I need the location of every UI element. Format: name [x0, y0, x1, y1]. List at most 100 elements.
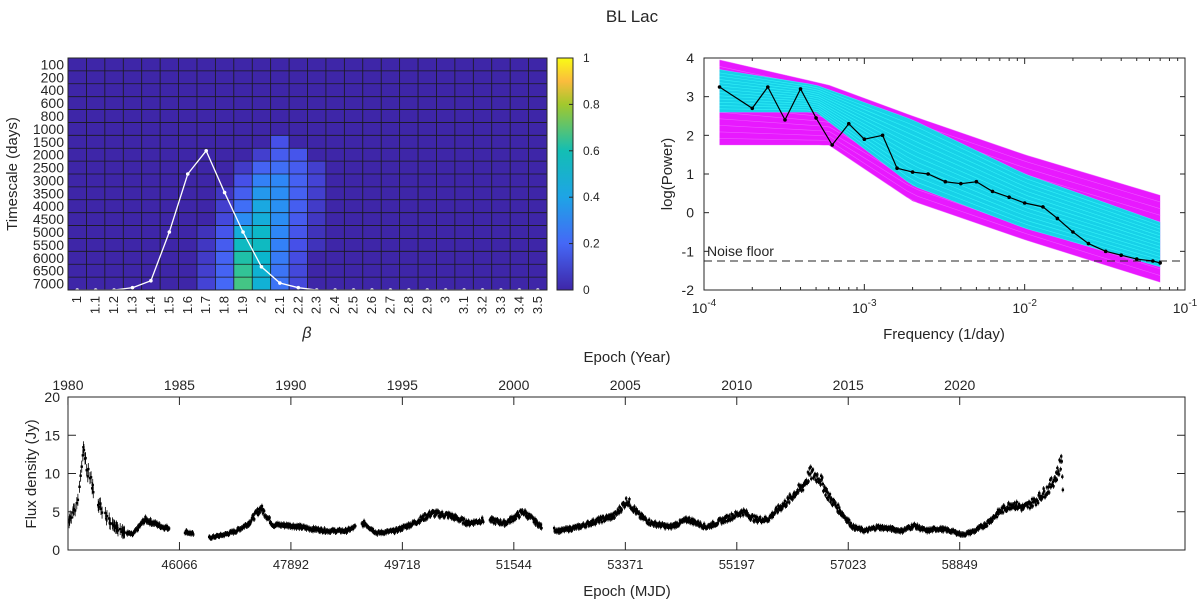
heatmap-cell — [418, 225, 437, 239]
psd-y-tick: 0 — [686, 205, 694, 221]
overlay-point — [259, 265, 264, 269]
heatmap-cell — [399, 174, 419, 188]
lightcurve-point — [610, 513, 613, 517]
lightcurve-point — [89, 476, 93, 479]
lightcurve-point — [516, 511, 520, 514]
heatmap-cell — [528, 174, 548, 188]
lightcurve-point — [579, 526, 583, 529]
lightcurve-point — [108, 517, 111, 520]
lightcurve-point — [735, 511, 739, 514]
heatmap-x-tick: 1.1 — [88, 296, 103, 314]
lightcurve-point — [1041, 495, 1044, 499]
heatmap-cell — [196, 122, 216, 136]
lightcurve-point — [429, 514, 432, 518]
lightcurve-point — [90, 487, 94, 490]
lightcurve-top-tick: 2005 — [610, 377, 641, 393]
lightcurve-point — [838, 509, 842, 512]
lightcurve-point — [67, 521, 71, 524]
lightcurve-point — [411, 520, 415, 523]
heatmap-x-tick: 1.5 — [161, 296, 176, 314]
lightcurve-point — [791, 498, 794, 501]
lightcurve-point — [823, 486, 827, 490]
lightcurve-point — [621, 503, 625, 507]
heatmap-cell — [86, 199, 106, 213]
lightcurve-point — [512, 516, 515, 519]
heatmap-cell — [160, 174, 179, 188]
lightcurve-point — [316, 528, 320, 532]
heatmap-cell — [344, 58, 364, 72]
heatmap-cell — [289, 58, 308, 72]
lightcurve-point — [162, 526, 165, 530]
heatmap-cell — [307, 161, 327, 175]
heatmap-cell — [289, 83, 308, 97]
heatmap-panel: 1002004006008001000150020002500300035004… — [4, 51, 600, 342]
lightcurve-point — [245, 525, 249, 528]
lightcurve-point — [584, 525, 588, 528]
heatmap-cell — [510, 122, 529, 136]
heatmap-cell — [399, 122, 419, 136]
lightcurve-point — [663, 526, 667, 530]
heatmap-cell — [418, 148, 437, 162]
psd-sim-curve — [719, 79, 1161, 233]
lightcurve-point — [420, 518, 423, 521]
heatmap-cell — [528, 83, 548, 97]
psd-series-point — [895, 166, 899, 170]
heatmap-cell — [362, 96, 382, 110]
lightcurve-point — [796, 489, 799, 492]
colorbar-tick-label: 1 — [583, 51, 590, 65]
lightcurve-point — [661, 522, 664, 525]
heatmap-cell — [528, 135, 548, 149]
heatmap-cells — [68, 58, 548, 291]
heatmap-cell — [381, 70, 400, 85]
heatmap-cell — [436, 148, 456, 162]
lightcurve-point — [92, 491, 95, 494]
lightcurve-point — [888, 527, 891, 531]
lightcurve-point — [398, 527, 401, 530]
lightcurve-point — [163, 527, 166, 531]
lightcurve-point — [184, 531, 187, 534]
heatmap-grid — [68, 58, 547, 290]
heatmap-cell — [418, 238, 437, 252]
lightcurve-point — [783, 502, 786, 505]
lightcurve-y-tick: 10 — [44, 466, 60, 482]
heatmap-cell — [178, 122, 198, 136]
lightcurve-point — [939, 526, 943, 529]
lightcurve-point — [1001, 511, 1005, 514]
lightcurve-point — [394, 529, 397, 532]
heatmap-y-tick: 200 — [41, 69, 65, 85]
lightcurve-point — [777, 504, 780, 507]
lightcurve-y-tick: 15 — [44, 427, 60, 443]
lightcurve-point — [745, 509, 748, 513]
heatmap-cell — [178, 70, 198, 85]
heatmap-x-tick-labels: 1 1.1 1.2 1.3 1.4 1.5 1.6 1.7 1.8 1.9 2 2.1 2.2 2.3 2.… — [69, 296, 545, 314]
lightcurve-point — [1042, 490, 1046, 493]
heatmap-cell — [68, 264, 87, 278]
heatmap-cell — [491, 238, 511, 252]
lightcurve-point — [295, 527, 298, 530]
lightcurve-point — [832, 498, 835, 502]
heatmap-cell — [104, 251, 124, 265]
lightcurve-point — [131, 533, 135, 536]
lightcurve-point — [978, 526, 982, 529]
heatmap-cell — [68, 135, 87, 149]
lightcurve-point — [488, 518, 492, 522]
lightcurve-point — [618, 505, 621, 509]
heatmap-cell — [473, 70, 493, 85]
lightcurve-point — [859, 529, 862, 532]
lightcurve-point — [99, 502, 102, 505]
heatmap-cell — [436, 264, 456, 278]
lightcurve-point — [682, 518, 685, 521]
heatmap-cell — [473, 83, 493, 97]
psd-x-tick-base: 10 — [1012, 300, 1028, 316]
psd-series-point — [1071, 230, 1075, 234]
heatmap-cell — [362, 212, 382, 226]
lightcurve-point — [287, 525, 291, 529]
psd-x-tick-base: 10 — [1173, 300, 1189, 316]
heatmap-x-tick: 3.5 — [530, 296, 545, 314]
heatmap-cell — [362, 122, 382, 136]
lightcurve-point — [256, 508, 259, 511]
lightcurve-point — [826, 491, 829, 494]
psd-series-point — [862, 137, 867, 141]
lightcurve-point — [534, 523, 537, 526]
